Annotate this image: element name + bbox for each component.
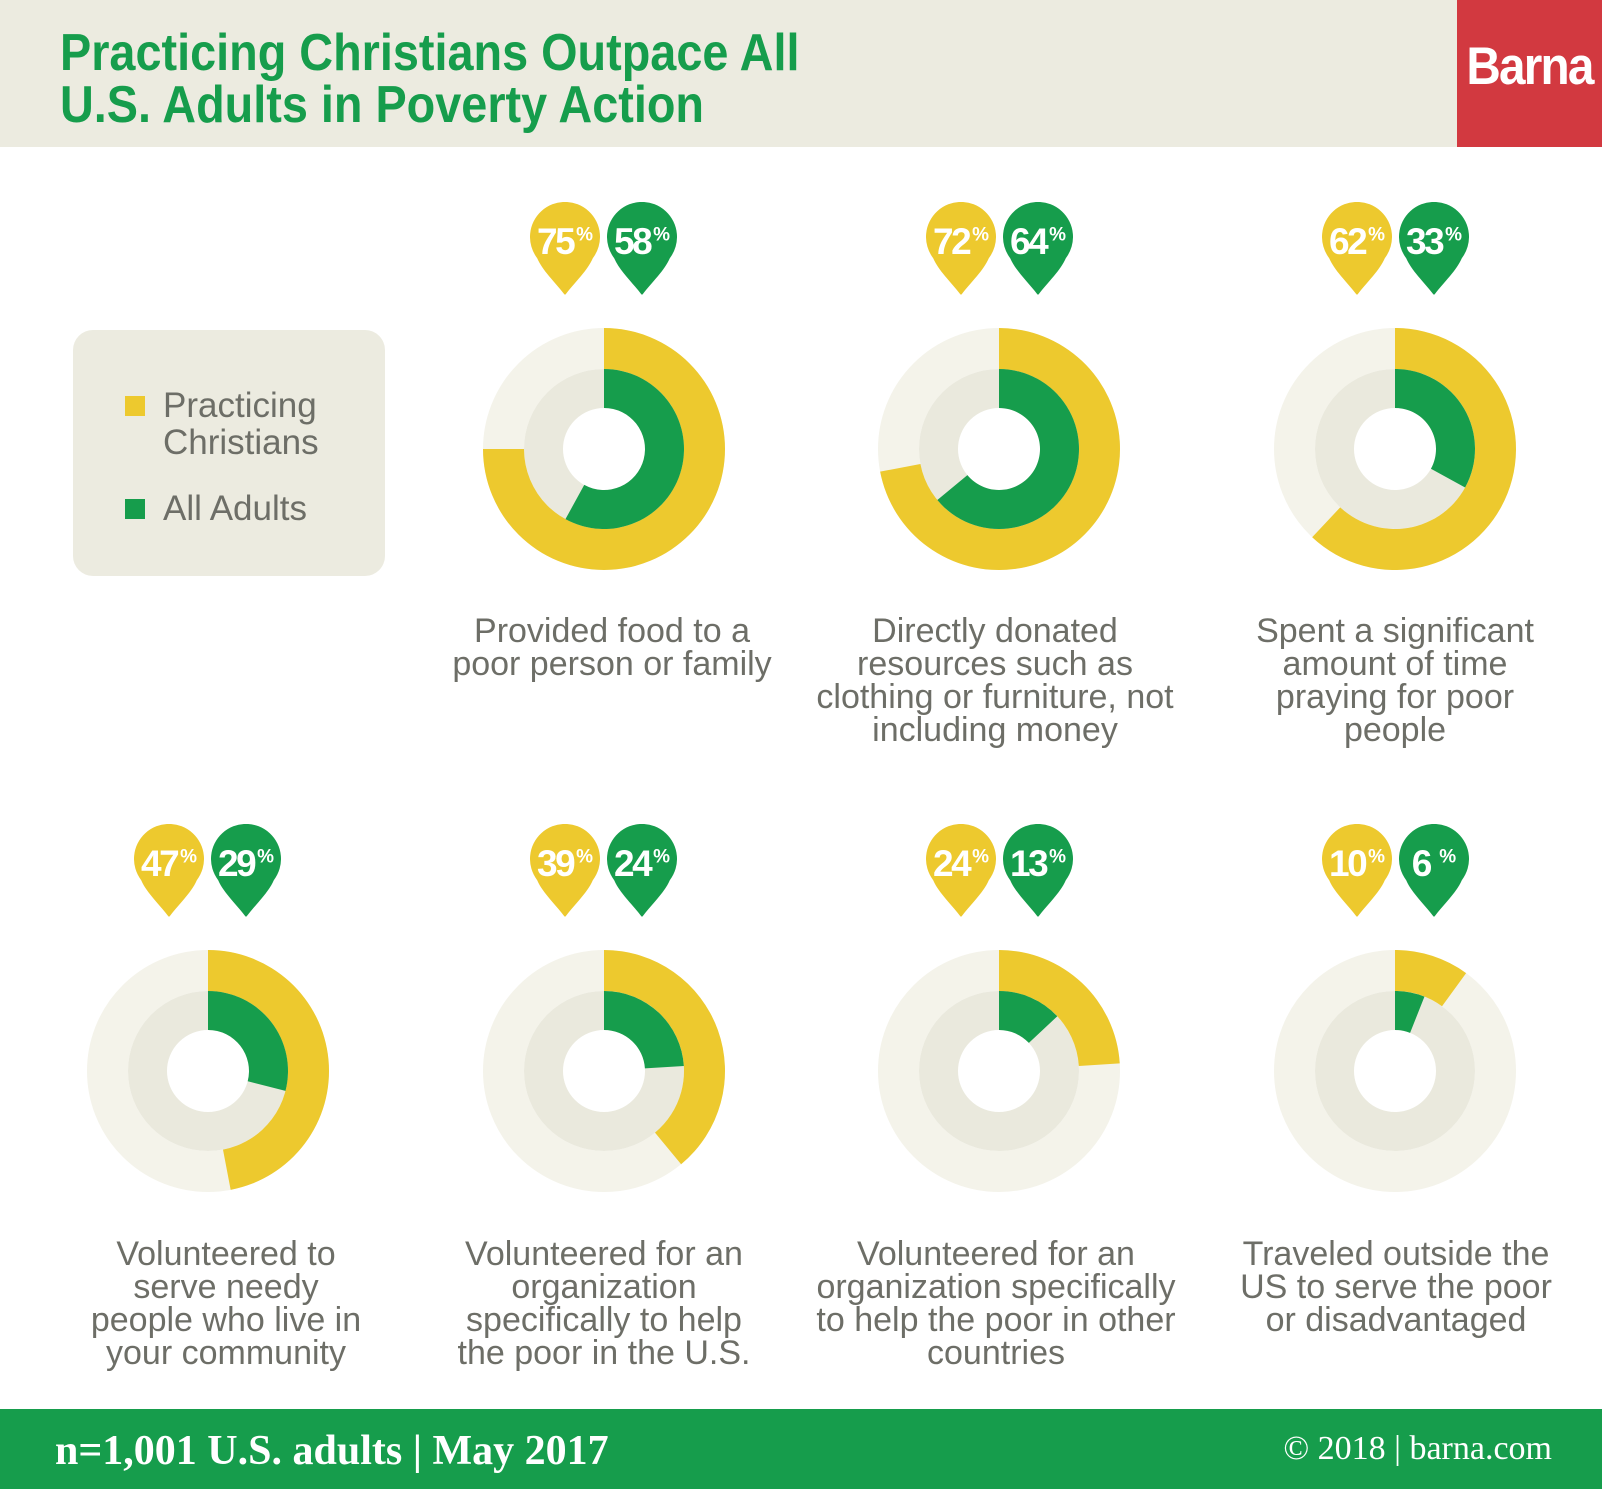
svg-text:39: 39 xyxy=(537,843,575,884)
svg-text:33: 33 xyxy=(1406,221,1444,262)
svg-text:%: % xyxy=(1368,225,1385,246)
svg-text:%: % xyxy=(576,847,593,868)
svg-text:47: 47 xyxy=(141,843,178,884)
svg-text:58: 58 xyxy=(614,221,652,262)
svg-text:%: % xyxy=(257,847,274,868)
svg-text:%: % xyxy=(180,847,197,868)
svg-text:%: % xyxy=(653,225,670,246)
svg-text:6: 6 xyxy=(1411,843,1431,884)
svg-text:%: % xyxy=(972,847,989,868)
svg-text:%: % xyxy=(1049,847,1066,868)
svg-text:%: % xyxy=(1439,847,1456,868)
svg-text:10: 10 xyxy=(1329,843,1367,884)
svg-text:24: 24 xyxy=(614,843,653,884)
svg-text:%: % xyxy=(1049,225,1066,246)
svg-text:%: % xyxy=(576,225,593,246)
svg-text:64: 64 xyxy=(1010,221,1049,262)
svg-text:29: 29 xyxy=(218,843,256,884)
svg-text:%: % xyxy=(1445,225,1462,246)
svg-text:72: 72 xyxy=(933,221,971,262)
svg-text:%: % xyxy=(653,847,670,868)
svg-text:%: % xyxy=(1368,847,1385,868)
svg-text:13: 13 xyxy=(1010,843,1048,884)
svg-text:75: 75 xyxy=(537,221,575,262)
svg-text:24: 24 xyxy=(933,843,972,884)
svg-text:%: % xyxy=(972,225,989,246)
svg-text:62: 62 xyxy=(1329,221,1367,262)
